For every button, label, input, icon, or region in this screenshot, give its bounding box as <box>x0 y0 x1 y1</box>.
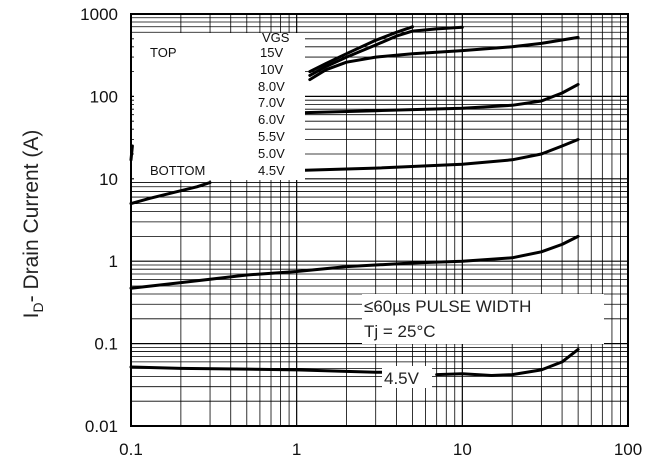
legend: VGS TOP BOTTOM 15V 10V 8.0V 7.0V 6.0V 5.… <box>134 30 305 180</box>
legend-entry: 4.5V <box>258 163 285 178</box>
x-axis: 0.1 1 10 100 <box>119 440 642 459</box>
x-tick-label: 100 <box>614 440 642 459</box>
series-line-10 <box>435 347 580 377</box>
series-line-8 <box>129 234 580 290</box>
series-line-6 <box>129 181 212 206</box>
curve-label-box <box>382 366 432 388</box>
legend-box <box>134 33 305 180</box>
y-tick-label: 100 <box>90 87 118 106</box>
legend-entry: 7.0V <box>258 95 285 110</box>
series-layer <box>129 25 580 377</box>
legend-entry: 15V <box>260 45 283 60</box>
legend-entry: 10V <box>260 62 283 77</box>
legend-entry: 5.5V <box>258 129 285 144</box>
legend-entry: 5.0V <box>258 146 285 161</box>
y-tick-label: 1000 <box>80 5 118 24</box>
legend-entry: 8.0V <box>258 79 285 94</box>
y-axis-label-main: I <box>20 312 43 318</box>
series-line-3 <box>308 35 580 82</box>
y-axis-label-rest: - Drain Current (A) <box>20 130 43 303</box>
pulse-width-annotation: ≤60µs PULSE WIDTH <box>364 297 531 316</box>
series-line-1 <box>308 25 414 74</box>
annotations: ≤60µs PULSE WIDTH Tj = 25°C 4.5V <box>362 294 604 388</box>
series-line-9 <box>129 365 389 374</box>
y-tick-label: 1 <box>109 252 118 271</box>
legend-top-label: TOP <box>150 45 177 60</box>
temperature-annotation: Tj = 25°C <box>364 322 436 341</box>
legend-header: VGS <box>262 30 290 45</box>
series-line-2 <box>308 25 464 77</box>
y-tick-label: 0.01 <box>85 417 118 436</box>
legend-entry: 6.0V <box>258 112 285 127</box>
x-tick-label: 1 <box>292 440 301 459</box>
legend-bottom-label: BOTTOM <box>150 163 205 178</box>
y-axis-label: ID- Drain Current (A) <box>20 130 46 319</box>
x-tick-label: 0.1 <box>119 440 143 459</box>
y-tick-label: 0.1 <box>94 335 118 354</box>
y-axis-label-subscript: D <box>30 302 46 312</box>
x-tick-label: 10 <box>453 440 472 459</box>
y-axis: 0.01 0.1 1 10 100 1000 <box>80 5 118 436</box>
y-tick-label: 10 <box>99 170 118 189</box>
annotation-box <box>362 294 604 344</box>
plot-frame <box>130 13 629 427</box>
series-line-5 <box>229 138 580 174</box>
series-line-4 <box>229 82 580 117</box>
curve-label-4.5v: 4.5V <box>384 369 420 388</box>
